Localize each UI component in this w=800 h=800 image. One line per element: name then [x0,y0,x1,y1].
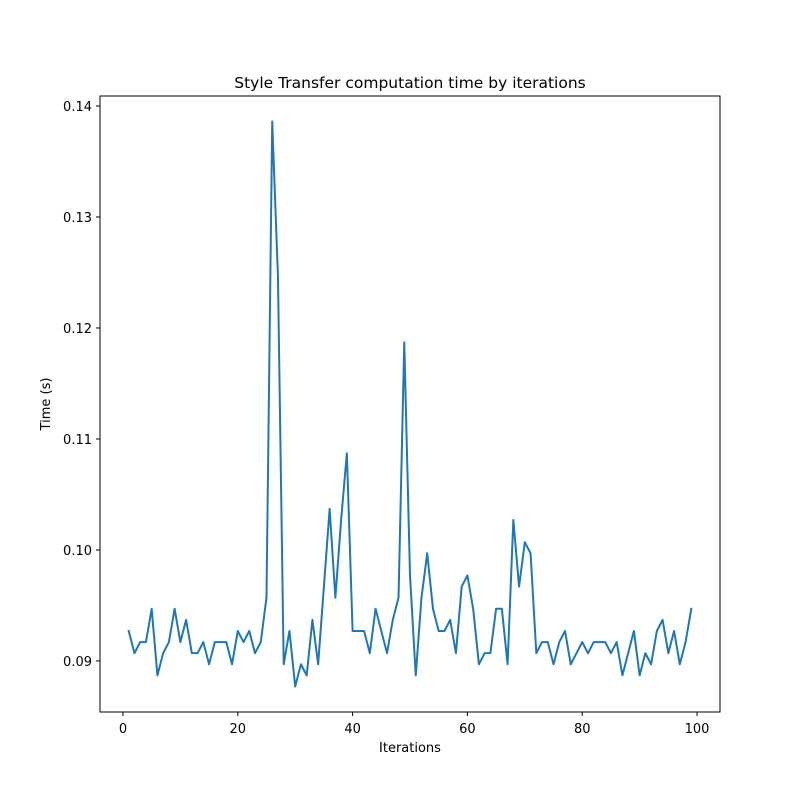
x-tick-label: 80 [574,722,591,737]
plot-area [127,120,693,688]
x-axis: 0 20 40 60 80 100 [119,712,710,737]
series-line-0 [127,120,693,688]
y-axis: 0.09 0.10 0.11 0.12 0.13 0.14 [63,100,100,670]
x-tick-label: 20 [230,722,247,737]
y-tick-label: 0.09 [63,655,92,670]
x-axis-label: Iterations [379,741,441,756]
plot-frame [99,95,721,713]
x-tick-label: 60 [459,722,476,737]
y-tick-label: 0.10 [63,544,92,559]
y-tick-label: 0.11 [63,433,92,448]
y-tick-label: 0.12 [63,322,92,337]
y-tick-label: 0.14 [63,100,92,115]
x-tick-label: 100 [685,722,710,737]
y-axis-label: Time (s) [39,378,54,432]
x-tick-label: 40 [344,722,361,737]
y-tick-label: 0.13 [63,211,92,226]
chart-title: Style Transfer computation time by itera… [234,74,586,92]
x-tick-label: 0 [119,722,127,737]
